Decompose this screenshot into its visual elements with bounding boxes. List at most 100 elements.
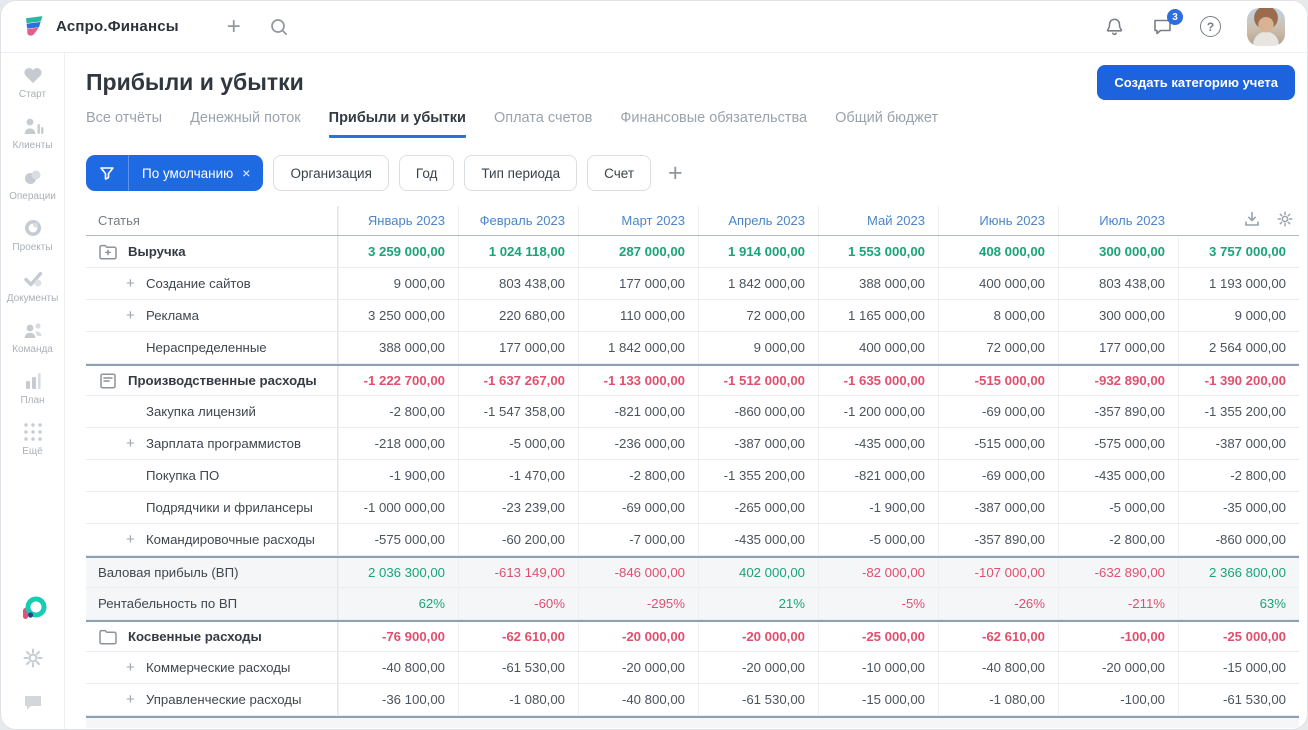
expand-plus-icon[interactable]: +: [126, 659, 135, 676]
value-cell[interactable]: -860 000,00: [1178, 524, 1299, 555]
value-cell[interactable]: -435 000,00: [1058, 460, 1178, 491]
value-cell[interactable]: -236 000,00: [578, 428, 698, 459]
value-cell[interactable]: -613 149,00: [458, 558, 578, 587]
value-cell[interactable]: -515 000,00: [938, 428, 1058, 459]
value-cell[interactable]: 388 000,00: [338, 332, 458, 363]
value-cell[interactable]: 177 000,00: [1058, 332, 1178, 363]
value-cell[interactable]: -25 000,00: [818, 622, 938, 651]
article-cell[interactable]: + Коммерческие расходы: [86, 652, 338, 683]
value-cell[interactable]: -23 239,00: [458, 492, 578, 523]
article-cell[interactable]: Валовая прибыль (ВП): [86, 558, 338, 587]
sidebar-item-more[interactable]: Ещё: [1, 422, 64, 457]
value-cell[interactable]: 402 000,00: [698, 558, 818, 587]
value-cell[interactable]: -218 000,00: [338, 428, 458, 459]
article-cell[interactable]: + Создание сайтов: [86, 268, 338, 299]
value-cell[interactable]: -61 530,00: [698, 684, 818, 715]
value-cell[interactable]: 220 680,00: [458, 300, 578, 331]
value-cell[interactable]: -435 000,00: [818, 428, 938, 459]
value-cell[interactable]: -211%: [1058, 588, 1178, 619]
sidebar-item-plan[interactable]: План: [1, 371, 64, 406]
value-cell[interactable]: 803 438,00: [1058, 268, 1178, 299]
value-cell[interactable]: -515 000,00: [938, 366, 1058, 395]
article-cell[interactable]: Покупка ПО: [86, 460, 338, 491]
remove-filter-icon[interactable]: ×: [242, 165, 251, 181]
value-cell[interactable]: -35 000,00: [1178, 492, 1299, 523]
value-cell[interactable]: -62 610,00: [458, 622, 578, 651]
messages-chat-icon[interactable]: 3: [1151, 9, 1183, 37]
value-cell[interactable]: 1 914 000,00: [698, 236, 818, 267]
value-cell[interactable]: -387 000,00: [1178, 428, 1299, 459]
value-cell[interactable]: -5 000,00: [458, 428, 578, 459]
column-header-month[interactable]: Апрель 2023: [698, 206, 818, 235]
value-cell[interactable]: -36 100,00: [338, 684, 458, 715]
default-filter-pill[interactable]: По умолчанию ×: [86, 155, 264, 191]
tab-cash-flow[interactable]: Денежный поток: [190, 110, 301, 126]
expand-plus-icon[interactable]: +: [126, 307, 135, 324]
value-cell[interactable]: -2 800,00: [338, 396, 458, 427]
article-cell[interactable]: Закупка лицензий: [86, 396, 338, 427]
value-cell[interactable]: -69 000,00: [578, 492, 698, 523]
tab-general-budget[interactable]: Общий бюджет: [835, 110, 939, 126]
value-cell[interactable]: -10 000,00: [818, 652, 938, 683]
value-cell[interactable]: 110 000,00: [578, 300, 698, 331]
value-cell[interactable]: -821 000,00: [578, 396, 698, 427]
value-cell[interactable]: 3 259 000,00: [338, 236, 458, 267]
sidebar-item-start[interactable]: Старт: [1, 65, 64, 100]
value-cell[interactable]: 2 036 300,00: [338, 558, 458, 587]
value-cell[interactable]: 1 024 118,00: [458, 236, 578, 267]
value-cell[interactable]: 408 000,00: [938, 236, 1058, 267]
value-cell[interactable]: -387 000,00: [938, 492, 1058, 523]
tab-profit-loss[interactable]: Прибыли и убытки: [328, 110, 466, 138]
article-cell[interactable]: Производственные расходы: [86, 366, 338, 395]
value-cell[interactable]: -1 000 000,00: [338, 492, 458, 523]
sidebar-app-logo-icon[interactable]: [19, 595, 47, 623]
value-cell[interactable]: -2 800,00: [1178, 460, 1299, 491]
search-icon[interactable]: [269, 17, 289, 37]
value-cell[interactable]: 9 000,00: [1178, 300, 1299, 331]
value-cell[interactable]: -82 000,00: [818, 558, 938, 587]
value-cell[interactable]: 2 366 800,00: [1178, 558, 1299, 587]
table-settings-gear-icon[interactable]: [1276, 210, 1294, 231]
article-cell[interactable]: + Командировочные расходы: [86, 524, 338, 555]
column-header-month[interactable]: Февраль 2023: [458, 206, 578, 235]
value-cell[interactable]: -40 800,00: [338, 652, 458, 683]
download-icon[interactable]: [1243, 210, 1261, 231]
value-cell[interactable]: -1 080,00: [458, 684, 578, 715]
value-cell[interactable]: -2 800,00: [578, 460, 698, 491]
article-cell[interactable]: + Реклама: [86, 300, 338, 331]
value-cell[interactable]: 1 842 000,00: [578, 332, 698, 363]
article-cell[interactable]: + Зарплата программистов: [86, 428, 338, 459]
value-cell[interactable]: -295%: [578, 588, 698, 619]
value-cell[interactable]: -575 000,00: [1058, 428, 1178, 459]
value-cell[interactable]: -40 800,00: [938, 652, 1058, 683]
column-header-month[interactable]: Май 2023: [818, 206, 938, 235]
value-cell[interactable]: 72 000,00: [938, 332, 1058, 363]
value-cell[interactable]: -76 900,00: [338, 622, 458, 651]
value-cell[interactable]: -1 637 267,00: [458, 366, 578, 395]
sidebar-item-documents[interactable]: Документы: [1, 269, 64, 304]
tab-all-reports[interactable]: Все отчёты: [86, 110, 163, 126]
value-cell[interactable]: -60 200,00: [458, 524, 578, 555]
value-cell[interactable]: 8 000,00: [938, 300, 1058, 331]
filter-chip-4[interactable]: Счет: [587, 155, 652, 191]
expand-plus-icon[interactable]: +: [126, 531, 135, 548]
value-cell[interactable]: 388 000,00: [818, 268, 938, 299]
user-avatar[interactable]: [1247, 7, 1285, 46]
value-cell[interactable]: -69 000,00: [938, 460, 1058, 491]
value-cell[interactable]: -1 635 000,00: [818, 366, 938, 395]
value-cell[interactable]: 1 842 000,00: [698, 268, 818, 299]
value-cell[interactable]: -435 000,00: [698, 524, 818, 555]
value-cell[interactable]: -357 890,00: [1058, 396, 1178, 427]
value-cell[interactable]: 1 553 000,00: [818, 236, 938, 267]
expand-plus-icon[interactable]: +: [126, 275, 135, 292]
value-cell[interactable]: -846 000,00: [578, 558, 698, 587]
value-cell[interactable]: 62%: [338, 588, 458, 619]
value-cell[interactable]: 3 250 000,00: [338, 300, 458, 331]
sidebar-item-projects[interactable]: Проекты: [1, 218, 64, 253]
value-cell[interactable]: -1 512 000,00: [698, 366, 818, 395]
notifications-bell-icon[interactable]: [1104, 16, 1125, 38]
value-cell[interactable]: -1 200 000,00: [818, 396, 938, 427]
value-cell[interactable]: -61 530,00: [1178, 684, 1299, 715]
add-filter-icon[interactable]: +: [668, 158, 683, 187]
value-cell[interactable]: -1 355 200,00: [1178, 396, 1299, 427]
